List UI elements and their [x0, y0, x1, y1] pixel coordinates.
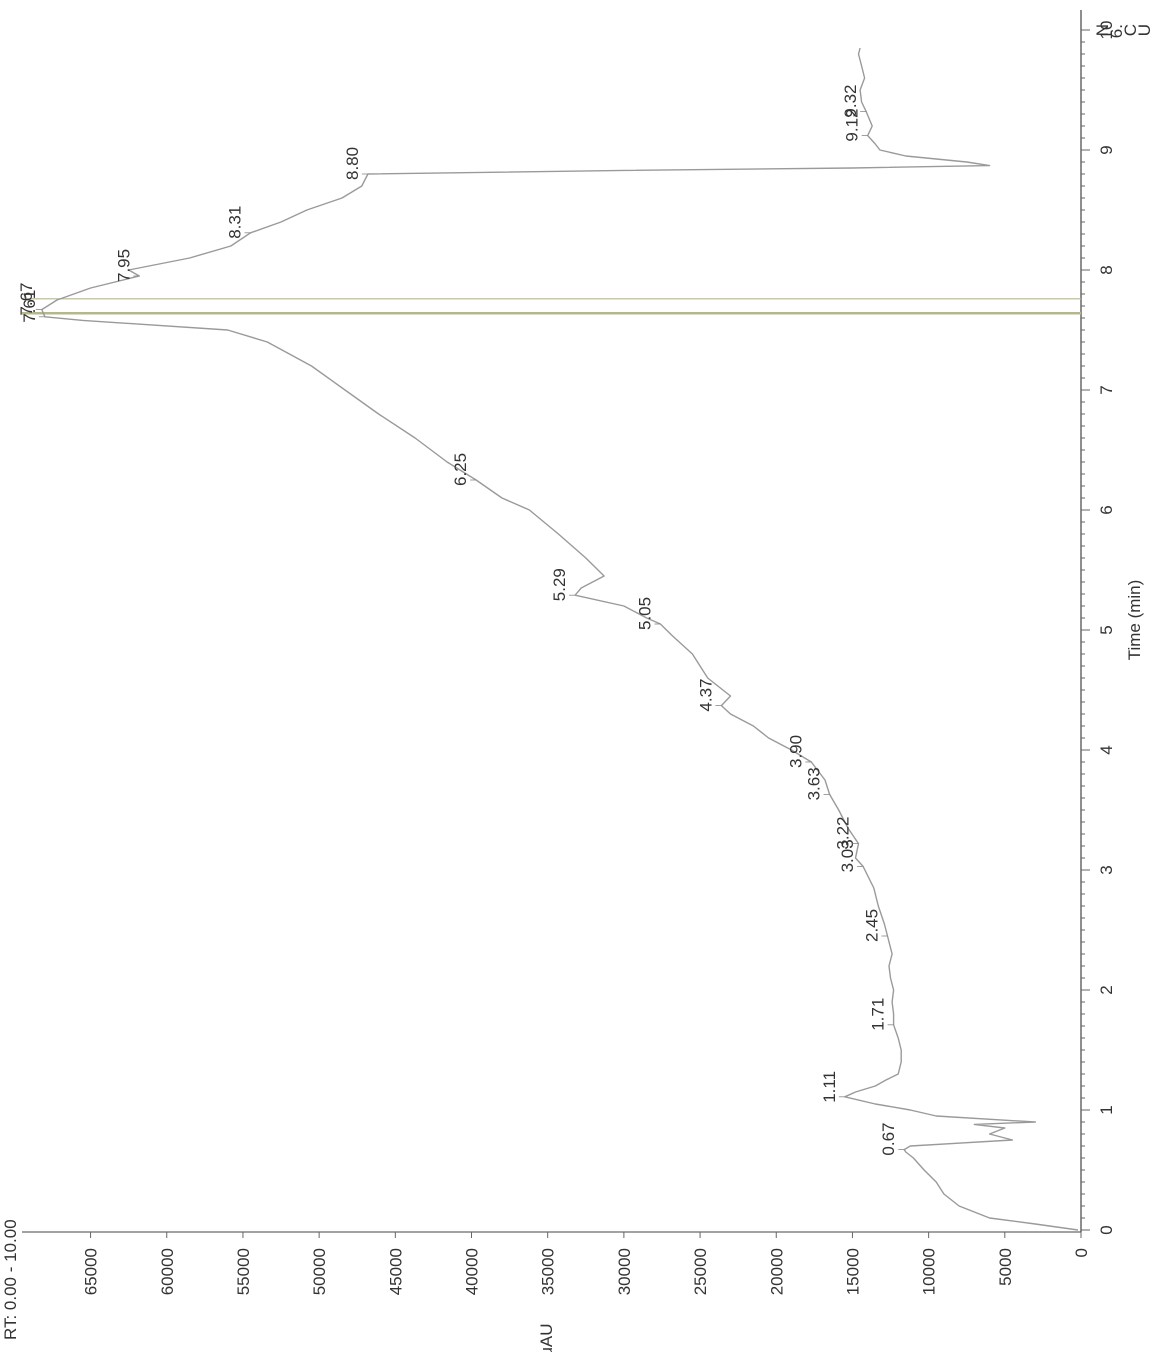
rt-range-label: RT: 0.00 - 10.00 — [1, 1219, 20, 1340]
peak-label: 8.31 — [226, 206, 245, 239]
intensity-tick-label: 15000 — [843, 1248, 862, 1295]
peak-label: 0.67 — [879, 1123, 898, 1156]
peak-label: 8.80 — [343, 147, 362, 180]
corner-info-lines: N6.CU — [1093, 24, 1151, 38]
intensity-tick-label: 0 — [1072, 1248, 1091, 1257]
trace-line — [41, 47, 1079, 1231]
corner-info-line: C — [1121, 24, 1140, 36]
intensity-tick-label: 10000 — [920, 1248, 939, 1295]
peak-label: 3.03 — [838, 839, 857, 872]
corner-info-line: 6. — [1107, 24, 1126, 38]
peak-label: 5.29 — [550, 568, 569, 601]
peak-label: 3.63 — [805, 767, 824, 800]
time-tick-label: 8 — [1097, 265, 1116, 274]
intensity-tick-label: 40000 — [463, 1248, 482, 1295]
time-tick-label: 10 — [1097, 21, 1116, 40]
time-tick-label: 5 — [1097, 625, 1116, 634]
corner-info-line: U — [1135, 24, 1151, 36]
time-axis-ticks: 0 1 2 3 4 5 6 7 8 9 10 — [1081, 21, 1116, 1235]
time-tick-label: 1 — [1097, 1105, 1116, 1114]
peak-label: 1.71 — [869, 998, 888, 1031]
corner-info-line: N — [1093, 24, 1112, 36]
peak-label: 9.12 — [843, 109, 862, 142]
time-tick-label: 9 — [1097, 145, 1116, 154]
intensity-tick-label: 35000 — [539, 1248, 558, 1295]
y-axis-title: uAU — [537, 1323, 556, 1352]
peak-label: 7.61 — [20, 290, 39, 323]
intensity-tick-label: 65000 — [82, 1248, 101, 1295]
time-tick-label: 7 — [1097, 385, 1116, 394]
intensity-axis-ticks: 0 5000 10000 15000 20000 25000 30000 35000 40000… — [82, 1232, 1091, 1295]
intensity-tick-label: 30000 — [615, 1248, 634, 1295]
peak-label: 4.37 — [696, 679, 715, 712]
x-axis-title: Time (min) — [1125, 580, 1144, 661]
peak-label: 7.67 — [17, 283, 36, 316]
intensity-tick-label: 50000 — [310, 1248, 329, 1295]
peak-label: 3.22 — [834, 817, 853, 850]
intensity-tick-label: 45000 — [386, 1248, 405, 1295]
peak-label-layer: 0.67 1.11 1.71 2.45 3.033.22 3.633.90 4.37 5.05… — [17, 85, 905, 1156]
time-tick-label: 0 — [1097, 1225, 1116, 1234]
time-tick-label: 3 — [1097, 865, 1116, 874]
intensity-tick-label: 55000 — [234, 1248, 253, 1295]
trace-layer — [41, 47, 1079, 1231]
peak-label: 3.90 — [786, 735, 805, 768]
peak-label: 2.45 — [862, 909, 881, 942]
peak-label: 6.25 — [451, 453, 470, 486]
time-tick-label: 2 — [1097, 985, 1116, 994]
peak-label: 5.05 — [635, 597, 654, 630]
time-tick-label: 4 — [1097, 745, 1116, 754]
peak-label: 1.11 — [820, 1071, 839, 1103]
plot-frame — [22, 10, 1082, 1233]
intensity-tick-label: 20000 — [767, 1248, 786, 1295]
intensity-tick-label: 60000 — [158, 1248, 177, 1295]
retention-marker-lines — [22, 298, 1081, 315]
peak-label: 9.32 — [841, 85, 860, 118]
intensity-tick-label: 5000 — [996, 1248, 1015, 1286]
intensity-tick-label: 25000 — [691, 1248, 710, 1295]
time-tick-label: 6 — [1097, 505, 1116, 514]
peak-label: 7.95 — [114, 249, 133, 282]
